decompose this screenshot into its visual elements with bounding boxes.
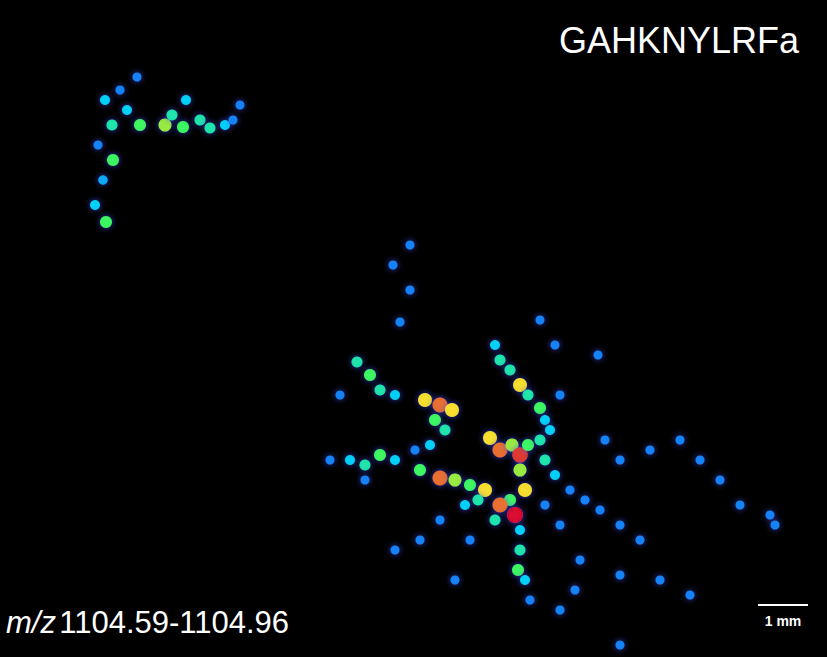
svg-text:GAHKNYLRFa: GAHKNYLRFa [559, 20, 800, 61]
svg-text:1 mm: 1 mm [765, 613, 802, 629]
svg-text:1104.59-1104.96: 1104.59-1104.96 [59, 605, 289, 640]
svg-text:m/z: m/z [6, 605, 56, 640]
